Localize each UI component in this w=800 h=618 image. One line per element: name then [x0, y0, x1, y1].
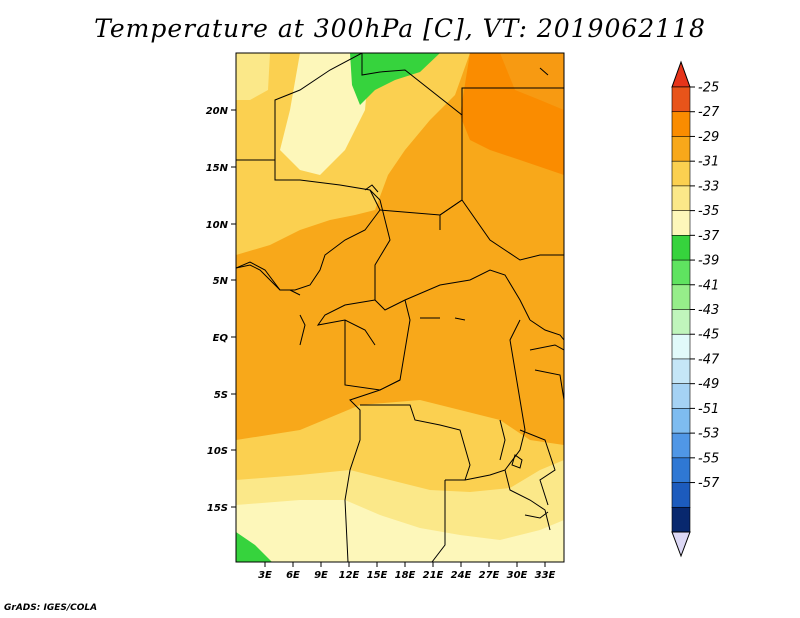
lon-label: 33E	[535, 570, 556, 581]
lon-label: 30E	[507, 570, 528, 581]
colorbar-label: -51	[698, 402, 719, 417]
colorbar-cell	[671, 457, 691, 484]
longitude-labels: 3E 6E 9E 12E 15E 18E 21E 24E 27E 30E 33E	[258, 570, 555, 581]
map-frame	[235, 52, 565, 563]
colorbar-label: -49	[698, 377, 719, 392]
colorbar-cell	[671, 383, 691, 409]
colorbar-top-arrow	[671, 60, 691, 88]
shade-27-core	[500, 53, 564, 110]
colorbar-label: -43	[698, 303, 719, 318]
lat-label: 15N	[206, 163, 229, 174]
colorbar-label: -55	[698, 451, 719, 466]
lon-label: 21E	[423, 570, 444, 581]
colorbar-cell	[671, 432, 691, 459]
lon-label: 9E	[314, 570, 328, 581]
colorbar-cell	[671, 210, 691, 236]
colorbar-label: -31	[698, 155, 719, 170]
lat-label: 5S	[214, 390, 228, 401]
colorbar-label: -27	[698, 105, 720, 120]
colorbar: -25 -27 -29 -31 -33 -35 -37 -39 -41 -43 -45 -47 -49 -…	[671, 60, 720, 558]
colorbar-label: -37	[698, 229, 720, 244]
colorbar-cell	[671, 185, 691, 212]
colorbar-cell	[671, 482, 691, 508]
colorbar-cell	[671, 506, 691, 533]
shade-pale-core	[300, 53, 362, 135]
colorbar-label: -29	[698, 130, 719, 145]
colorbar-cell	[671, 284, 691, 311]
country-borders	[236, 53, 564, 562]
lon-label: 3E	[258, 570, 272, 581]
software-credit: GrADS: IGES/COLA	[4, 603, 98, 613]
colorbar-cell	[671, 309, 691, 335]
colorbar-cell	[671, 333, 691, 360]
colorbar-label: -33	[698, 179, 719, 194]
colorbar-label: -53	[698, 427, 719, 442]
map-title: Temperature at 300hPa [C], VT: 201906211…	[94, 14, 706, 43]
shade-35-to-37-north	[350, 53, 440, 105]
lat-label: 10N	[206, 220, 229, 231]
colorbar-label: -57	[698, 476, 720, 491]
lon-label: 6E	[286, 570, 300, 581]
lat-label: 10S	[207, 446, 228, 457]
lon-label: 27E	[479, 570, 500, 581]
shade-33-north-west	[236, 53, 270, 100]
lon-label: 18E	[395, 570, 416, 581]
shade-33-to-35-south	[236, 500, 564, 562]
colorbar-cell	[671, 358, 691, 385]
lon-label: 24E	[451, 570, 472, 581]
colorbar-cell	[671, 86, 691, 113]
colorbar-label: -25	[698, 81, 719, 96]
temperature-field	[236, 53, 564, 562]
colorbar-label: -41	[698, 278, 719, 293]
colorbar-cell	[671, 111, 691, 138]
lat-label: 20N	[206, 106, 229, 117]
colorbar-bottom-arrow	[671, 531, 691, 558]
colorbar-cell	[671, 408, 691, 434]
lat-label: 15S	[207, 503, 228, 514]
latitude-labels: 20N 15N 10N 5N EQ 5S 10S 15S	[206, 106, 229, 514]
lat-label: EQ	[213, 333, 229, 344]
colorbar-cell	[671, 235, 691, 261]
lat-label: 5N	[213, 276, 229, 287]
colorbar-label: -47	[698, 352, 720, 367]
shade-31-west	[236, 175, 280, 240]
lon-label: 12E	[339, 570, 360, 581]
colorbar-label: -39	[698, 254, 719, 269]
colorbar-label: -45	[698, 328, 719, 343]
lon-label: 15E	[367, 570, 388, 581]
colorbar-cell	[671, 259, 691, 286]
colorbar-label: -35	[698, 204, 719, 219]
colorbar-cell	[671, 160, 691, 187]
shade-35-to-37-south	[236, 532, 272, 562]
axis-ticks	[231, 109, 546, 567]
colorbar-cell	[671, 136, 691, 162]
